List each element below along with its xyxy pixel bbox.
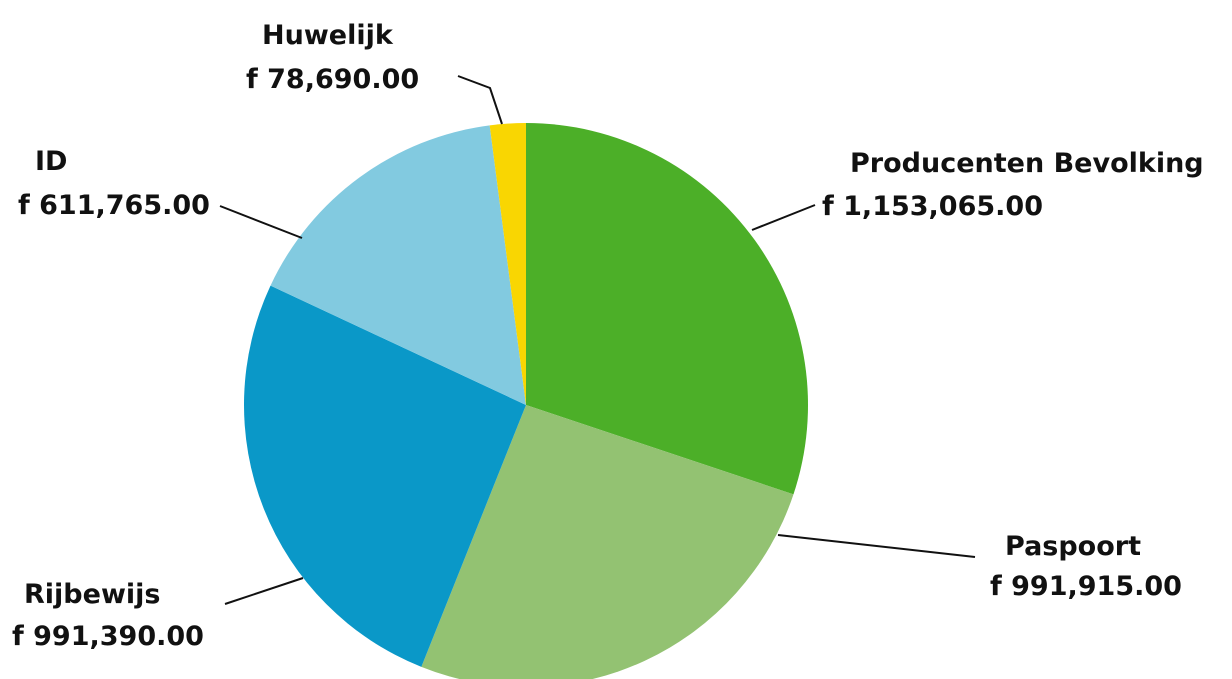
leader-line — [219, 205, 303, 239]
slice-label-value: f 991,390.00 — [12, 621, 204, 652]
leader-lines — [219, 75, 976, 605]
leader-line — [224, 577, 304, 605]
slice-label-name: Producenten Bevolking — [850, 148, 1204, 179]
pie-slice-rijbewijs — [244, 285, 526, 667]
slice-label-name: Huwelijk — [262, 20, 394, 51]
slice-label-value: f 991,915.00 — [990, 571, 1182, 602]
pie-slice-id — [270, 125, 526, 405]
slice-label-name: Paspoort — [1005, 531, 1141, 562]
pie-slice-huwelijk — [489, 123, 526, 405]
slice-labels: Producenten Bevolking f 1,153,065.00 Paspo… — [12, 20, 1204, 652]
slice-label-value: f 1,153,065.00 — [822, 191, 1043, 222]
pie-slices — [244, 123, 808, 679]
slice-label-name: Rijbewijs — [24, 579, 160, 610]
slice-label-value: f 78,690.00 — [246, 64, 419, 95]
leader-line — [777, 534, 976, 558]
leader-line — [751, 204, 816, 231]
pie-slice-producenten-bevolking — [526, 123, 808, 495]
pie-slice-paspoort — [421, 405, 794, 679]
leader-line — [457, 75, 503, 125]
slice-label-value: f 611,765.00 — [18, 190, 210, 221]
slice-label-name: ID — [35, 146, 67, 177]
